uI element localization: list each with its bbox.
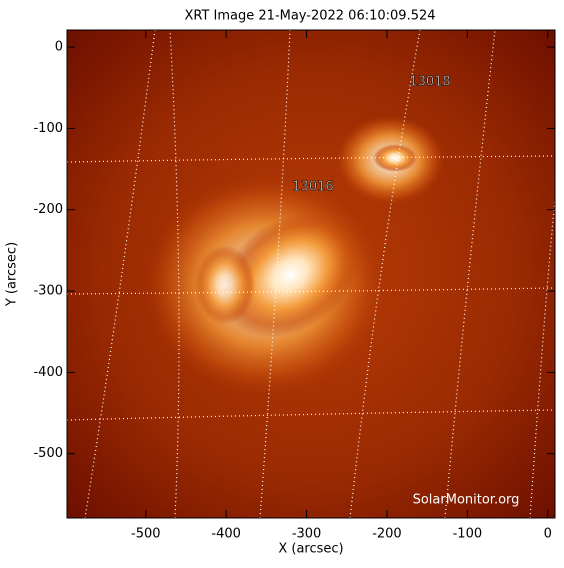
y-tick-label: 0 [55, 40, 63, 55]
annotation: 13016 [292, 180, 333, 195]
watermark: SolarMonitor.org [413, 493, 520, 508]
y-axis-label: Y (arcsec) [5, 242, 20, 307]
y-tick-label: -500 [33, 446, 63, 461]
x-tick-label: 0 [544, 527, 552, 542]
x-tick-label: -300 [292, 527, 322, 542]
x-tick-label: -500 [131, 527, 161, 542]
y-tick-label: -100 [33, 121, 63, 136]
x-axis-label: X (arcsec) [278, 542, 343, 557]
y-tick-label: -400 [33, 365, 63, 380]
solar-image [67, 30, 555, 518]
y-tick-label: -200 [33, 202, 63, 217]
x-tick-label: -100 [453, 527, 483, 542]
x-tick-label: -400 [211, 527, 241, 542]
y-tick-label: -300 [33, 284, 63, 299]
x-tick-label: -200 [372, 527, 402, 542]
annotation: 13018 [409, 75, 450, 90]
chart-title: XRT Image 21-May-2022 06:10:09.524 [184, 9, 435, 24]
plot-frame [66, 29, 556, 519]
